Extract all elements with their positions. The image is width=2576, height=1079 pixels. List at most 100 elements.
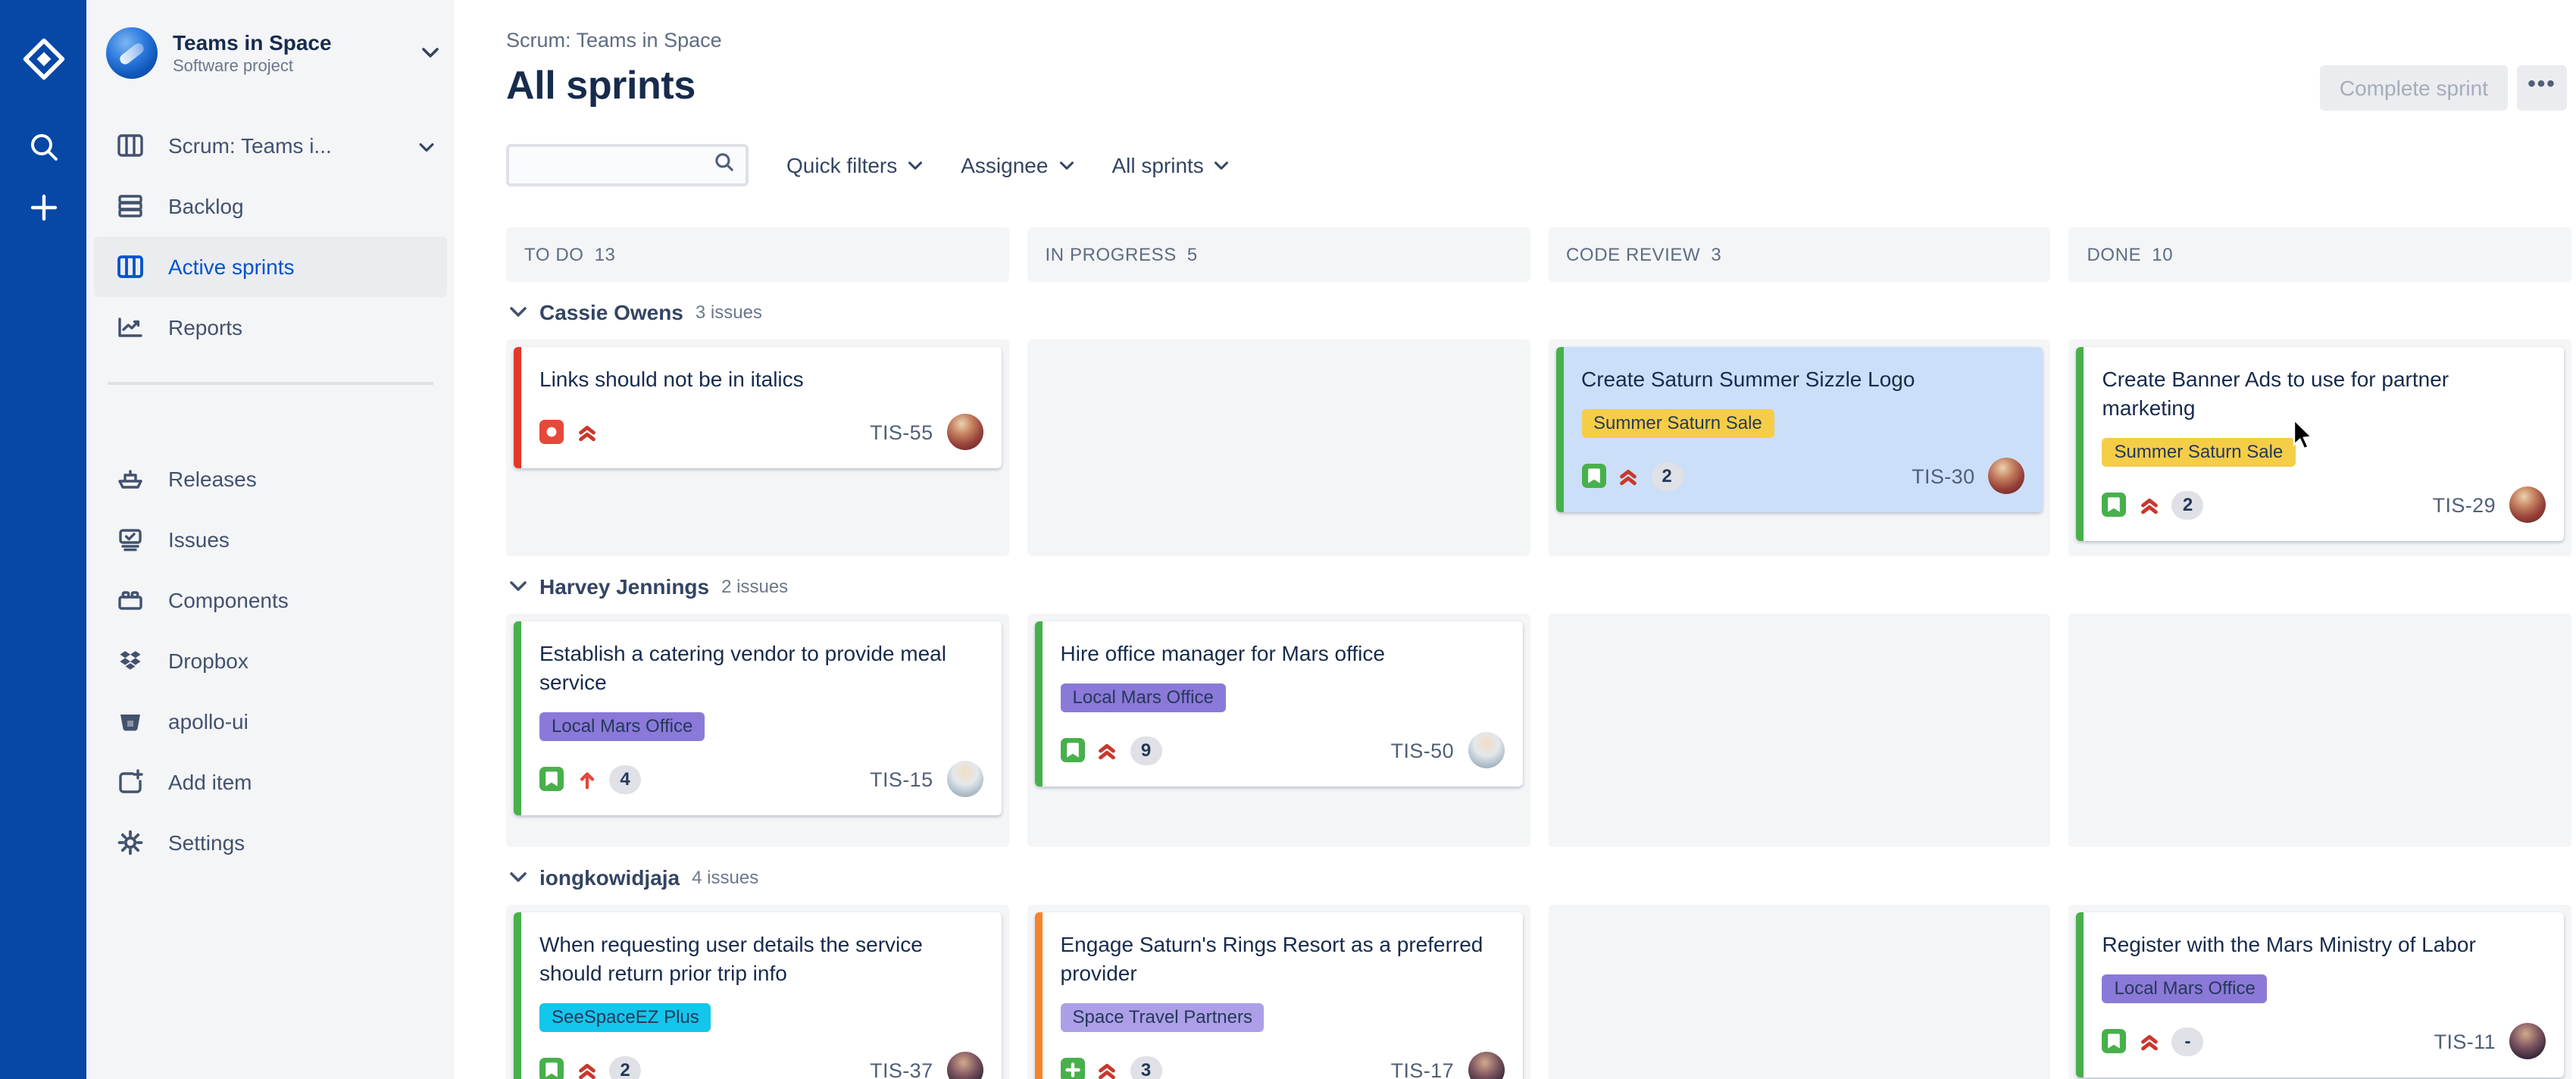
sprint-board: TO DO 13 IN PROGRESS 5 CODE REVIEW 3 DONE 10… [506, 227, 2571, 1079]
issue-card[interactable]: Create Banner Ads to use for partner mar… [2076, 347, 2564, 541]
add-icon[interactable] [17, 182, 69, 233]
story-icon [1060, 738, 1085, 762]
jira-logo-icon [17, 33, 69, 85]
page-title: All sprints [506, 62, 696, 108]
issue-card[interactable]: Engage Saturn's Rings Resort as a prefer… [1034, 912, 1522, 1079]
issue-card[interactable]: When requesting user details the service… [514, 912, 1002, 1079]
avatar [946, 761, 983, 797]
board-cell [2068, 614, 2571, 847]
sidebar-item-issues[interactable]: Issues [94, 509, 447, 570]
issue-title: Register with the Mars Ministry of Labor [2102, 932, 2476, 956]
issue-key: TIS-50 [1390, 739, 1454, 762]
issue-card[interactable]: Create Saturn Summer Sizzle Logo Summer … [1555, 347, 2043, 512]
chevron-down-icon [510, 872, 527, 882]
issue-key: TIS-15 [870, 768, 933, 790]
column-header-in-progress: IN PROGRESS 5 [1027, 227, 1530, 282]
backlog-icon [115, 191, 145, 221]
sidebar-item-label: Backlog [168, 194, 244, 218]
sidebar-item-reports[interactable]: Reports [94, 297, 447, 358]
sidebar-item-apollo-ui[interactable]: apollo-ui [94, 691, 447, 752]
priority-highest-icon [1096, 738, 1120, 762]
more-button[interactable]: ••• [2517, 65, 2567, 111]
issue-key: TIS-11 [2434, 1030, 2496, 1052]
estimate-badge: - [2171, 1027, 2204, 1056]
sidebar-item-backlog[interactable]: Backlog [94, 176, 447, 236]
estimate-badge: 2 [609, 1056, 641, 1079]
issue-label: Summer Saturn Sale [1581, 409, 1774, 438]
project-switcher[interactable]: Teams in Space Software project [86, 27, 455, 79]
issue-title: Establish a catering vendor to provide m… [539, 641, 946, 694]
breadcrumb[interactable]: Scrum: Teams in Space [506, 29, 722, 52]
sidebar-item-active-sprints[interactable]: Active sprints [94, 236, 447, 297]
quick-filters-dropdown[interactable]: Quick filters [786, 153, 923, 177]
sidebar-item-label: Scrum: Teams i... [168, 133, 332, 158]
issue-card[interactable]: Links should not be in italics TIS-55 [514, 347, 1002, 468]
issue-card[interactable]: Register with the Mars Ministry of Labor… [2076, 912, 2564, 1077]
add-item-icon [115, 767, 145, 797]
project-name: Teams in Space [173, 30, 332, 54]
swimlane-name: iongkowidjaja [539, 865, 680, 890]
sidebar-divider [108, 382, 433, 385]
issue-title: Hire office manager for Mars office [1060, 641, 1386, 665]
filter-bar: Quick filters Assignee All sprints [506, 144, 1230, 186]
avatar [1988, 458, 2025, 494]
issue-title: Create Banner Ads to use for partner mar… [2102, 367, 2449, 420]
swimlane-issue-count: 4 issues [692, 867, 759, 888]
board-cell [1548, 614, 2051, 847]
sidebar-item-board-switcher[interactable]: Scrum: Teams i... [94, 115, 447, 176]
issue-label: Space Travel Partners [1060, 1003, 1265, 1032]
improvement-icon [1060, 1058, 1085, 1079]
board-cell: Hire office manager for Mars office Loca… [1027, 614, 1530, 847]
board-cell: Create Saturn Summer Sizzle Logo Summer … [1548, 339, 2051, 556]
sidebar-item-label: Reports [168, 315, 243, 339]
swimlane-header[interactable]: Cassie Owens 3 issues [509, 297, 2571, 327]
issue-title: Links should not be in italics [539, 367, 804, 391]
app-rail [0, 0, 86, 1079]
issue-label: SeeSpaceEZ Plus [539, 1003, 711, 1032]
swimlane-issue-count: 2 issues [721, 576, 789, 597]
board-cell [1548, 905, 2051, 1079]
sidebar-item-components[interactable]: Components [94, 570, 447, 630]
sprint-dropdown[interactable]: All sprints [1111, 153, 1229, 177]
swimlane-issue-count: 3 issues [695, 302, 762, 323]
search-icon [714, 151, 735, 180]
issue-card[interactable]: Hire office manager for Mars office Loca… [1034, 621, 1522, 787]
sidebar-item-add-item[interactable]: Add item [94, 752, 447, 812]
search-input[interactable] [520, 152, 714, 178]
sidebar-item-dropbox[interactable]: Dropbox [94, 630, 447, 691]
assignee-dropdown[interactable]: Assignee [961, 153, 1074, 177]
search-icon[interactable] [17, 121, 69, 173]
sidebar-item-settings[interactable]: Settings [94, 812, 447, 873]
board-cell: Register with the Mars Ministry of Labor… [2068, 905, 2571, 1079]
chevron-down-icon [510, 581, 527, 591]
board-cell: Create Banner Ads to use for partner mar… [2068, 339, 2571, 556]
priority-highest-icon [2137, 1029, 2162, 1053]
estimate-badge: 2 [1651, 461, 1683, 490]
complete-sprint-button[interactable]: Complete sprint [2319, 65, 2508, 111]
sidebar-item-label: Settings [168, 830, 245, 855]
chevron-down-icon [1215, 161, 1229, 169]
swimlane-name: Harvey Jennings [539, 574, 710, 599]
dropbox-icon [115, 646, 145, 676]
gear-icon [115, 827, 145, 858]
estimate-badge: 2 [2171, 490, 2204, 519]
board-search[interactable] [506, 144, 749, 186]
swimlane-header[interactable]: Harvey Jennings 2 issues [509, 571, 2571, 602]
story-icon [2102, 1029, 2127, 1053]
swimlane-header[interactable]: iongkowidjaja 4 issues [509, 862, 2571, 893]
story-icon [2102, 493, 2127, 517]
swimlane-name: Cassie Owens [539, 300, 683, 324]
project-avatar [106, 27, 158, 79]
issue-title: Create Saturn Summer Sizzle Logo [1581, 367, 1915, 391]
avatar [946, 414, 983, 450]
sidebar-item-releases[interactable]: Releases [94, 449, 447, 509]
priority-highest-icon [574, 420, 599, 444]
chevron-down-icon [421, 39, 439, 67]
board-cell: Establish a catering vendor to provide m… [506, 614, 1009, 847]
sidebar-item-label: Issues [168, 527, 230, 552]
chevron-down-icon [1059, 161, 1074, 169]
issue-card[interactable]: Establish a catering vendor to provide m… [514, 621, 1002, 815]
sidebar-item-label: Releases [168, 467, 257, 491]
avatar [2509, 1023, 2546, 1059]
